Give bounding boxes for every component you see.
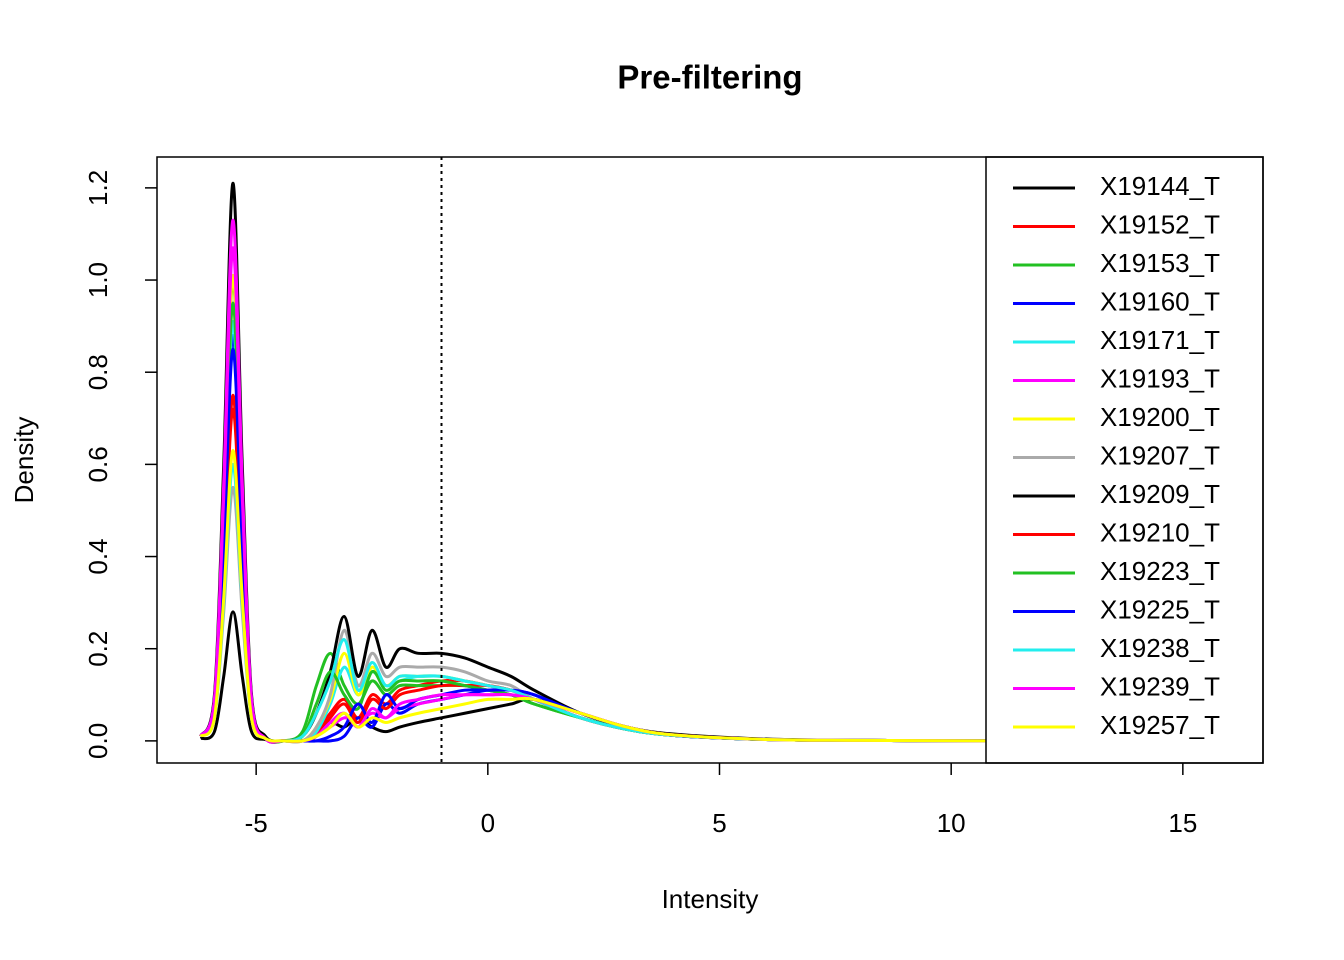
legend-label: X19223_T <box>1100 556 1220 586</box>
chart-title: Pre-filtering <box>617 59 802 96</box>
legend-label: X19171_T <box>1100 325 1220 355</box>
plot-area <box>199 157 998 763</box>
density-line <box>199 278 998 744</box>
y-tick-label: 0.2 <box>83 631 113 667</box>
density-line <box>199 181 998 743</box>
density-line <box>199 218 998 744</box>
y-tick-label: 0.8 <box>83 354 113 390</box>
y-axis-label: Density <box>9 417 39 504</box>
x-axis-label: Intensity <box>662 884 759 914</box>
legend-label: X19153_T <box>1100 248 1220 278</box>
legend-label: X19152_T <box>1100 209 1220 239</box>
y-tick-label: 0.0 <box>83 723 113 759</box>
legend-label: X19160_T <box>1100 286 1220 316</box>
y-tick-label: 1.2 <box>83 170 113 206</box>
x-tick-label: 0 <box>481 808 495 838</box>
density-line <box>199 347 998 744</box>
legend-label: X19207_T <box>1100 440 1220 470</box>
legend-label: X19144_T <box>1100 171 1220 201</box>
legend-label: X19200_T <box>1100 402 1220 432</box>
y-tick-label: 0.6 <box>83 446 113 482</box>
legend-label: X19238_T <box>1100 633 1220 663</box>
legend-label: X19239_T <box>1100 671 1220 701</box>
plot-frame <box>156 156 1264 764</box>
density-line <box>199 246 998 744</box>
legend-label: X19225_T <box>1100 594 1220 624</box>
y-tick-label: 0.4 <box>83 538 113 574</box>
legend: X19144_T X19152_T X19153_T X19160_T X19171_T… <box>985 156 1264 764</box>
x-tick-label: -5 <box>245 808 268 838</box>
legend-label: X19193_T <box>1100 363 1220 393</box>
y-tick-label: 1.0 <box>83 262 113 298</box>
x-tick-label: 5 <box>712 808 726 838</box>
x-tick-label: 15 <box>1168 808 1197 838</box>
density-line <box>199 333 998 744</box>
x-tick-label: 10 <box>937 808 966 838</box>
legend-label: X19209_T <box>1100 479 1220 509</box>
legend-label: X19257_T <box>1100 710 1220 740</box>
density-line <box>199 449 998 743</box>
legend-label: X19210_T <box>1100 517 1220 547</box>
